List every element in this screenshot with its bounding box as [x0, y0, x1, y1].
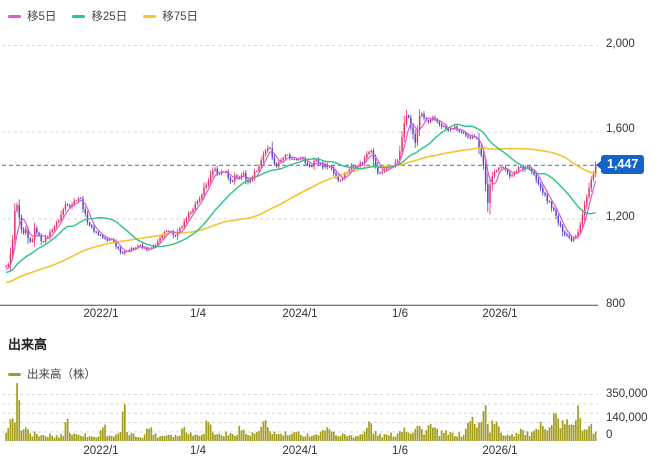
price-tick-1600: 1,600	[606, 123, 635, 135]
volume-section-title: 出来高	[8, 337, 48, 352]
price-tick-800: 800	[606, 298, 626, 310]
ma75-legend-label: 移75日	[162, 11, 198, 23]
x-tick-2024-1: 2024/1	[282, 308, 318, 320]
ma5-legend-label: 移5日	[27, 11, 57, 23]
ma25-legend-label: 移25日	[91, 11, 128, 23]
x-tick-2026-1: 2026/1	[482, 308, 518, 320]
legend-item-ma25[interactable]: 移25日	[72, 8, 127, 24]
volume-tick-140000: 140,000	[606, 412, 648, 424]
volume-color-swatch	[8, 372, 21, 376]
volume-x-tick-1-6: 1/6	[392, 445, 408, 457]
x-tick-2022-1: 2022/1	[83, 308, 119, 320]
ma5-color-swatch	[8, 14, 21, 18]
volume-tick-350000: 350,000	[606, 388, 648, 400]
volume-x-tick-1-4: 1/4	[190, 445, 206, 457]
volume-x-tick-2026-1: 2026/1	[482, 445, 518, 457]
legend-item-ma5[interactable]: 移5日	[8, 8, 56, 24]
ma-legend: 移5日 移25日 移75日	[8, 8, 198, 24]
volume-x-tick-2024-1: 2024/1	[282, 445, 318, 457]
ma75-color-swatch	[143, 14, 157, 18]
x-tick-1-4: 1/4	[190, 308, 206, 320]
legend-item-ma75[interactable]: 移75日	[143, 8, 198, 24]
current-price-badge: 1,447	[595, 155, 645, 174]
volume-legend[interactable]: 出来高（株）	[8, 366, 96, 382]
x-tick-1-6: 1/6	[392, 308, 408, 320]
volume-x-tick-2022-1: 2022/1	[83, 445, 119, 457]
volume-legend-label: 出来高（株）	[27, 369, 96, 381]
price-tick-2000: 2,000	[606, 38, 635, 50]
volume-tick-0: 0	[606, 429, 613, 441]
price-tick-1200: 1,200	[606, 211, 635, 223]
ma25-color-swatch	[72, 14, 86, 18]
